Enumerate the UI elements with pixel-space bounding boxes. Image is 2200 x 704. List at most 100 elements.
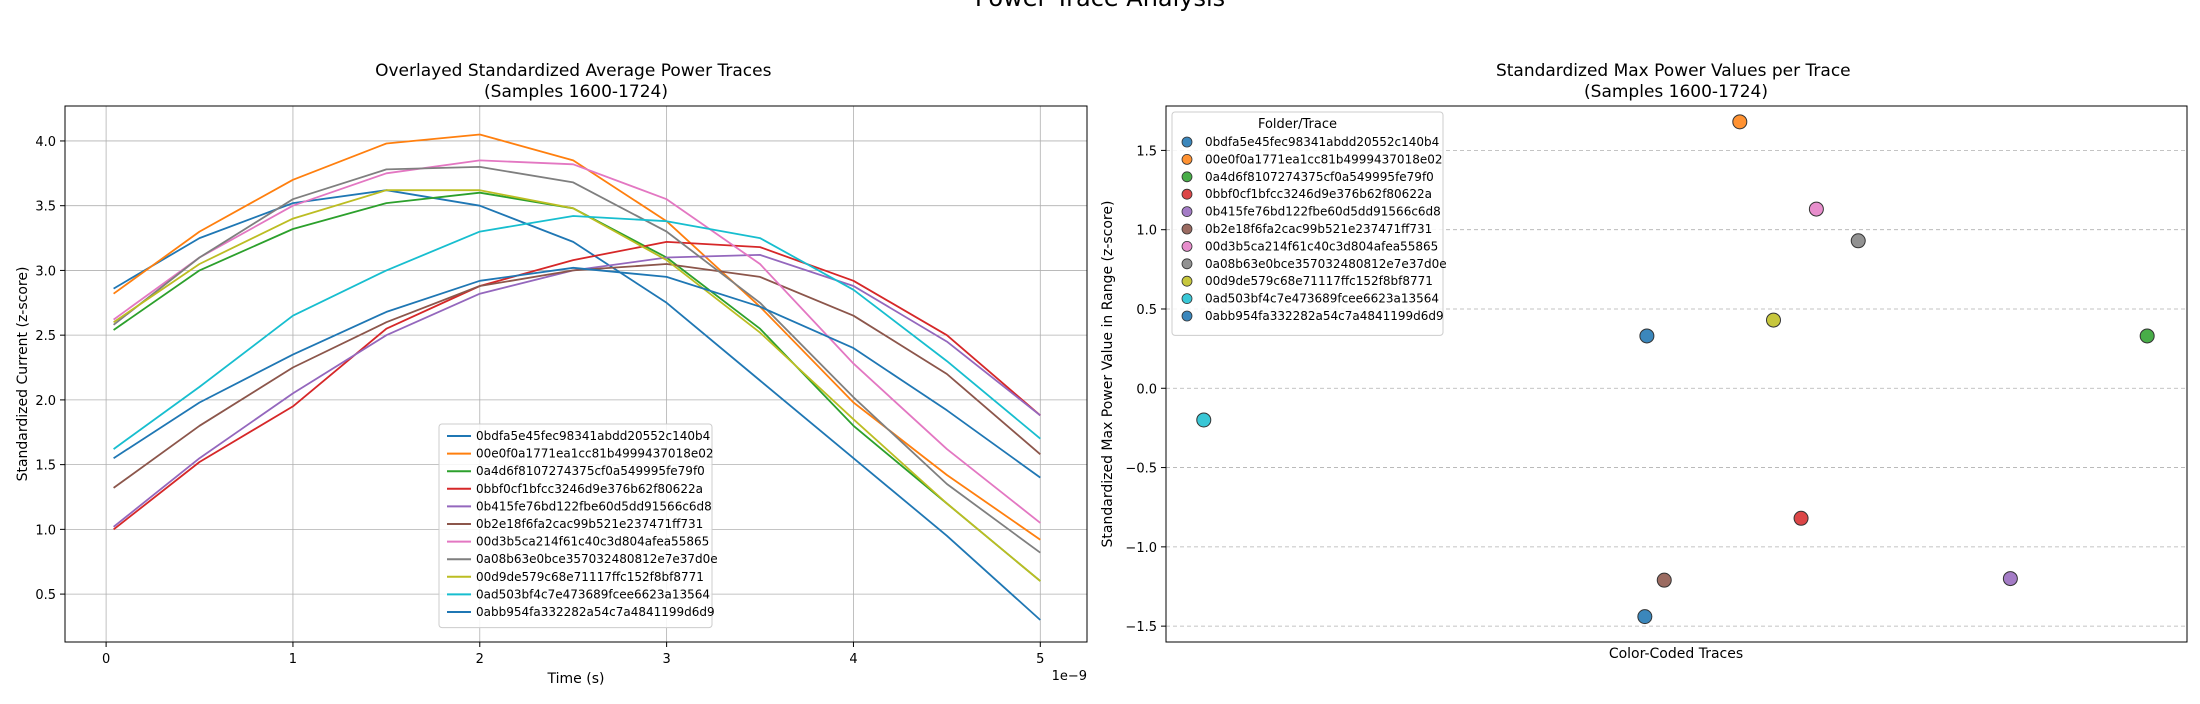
line-chart-y-axis-label: Standardized Current (z-score) (15, 267, 31, 482)
line-series-7 (113, 159, 1041, 524)
legend-entry-label: 0ad503bf4c7e473689fcee6623a13564 (476, 587, 710, 601)
legend-marker-swatch (1181, 153, 1193, 165)
scatter-point-11 (1637, 609, 1653, 625)
legend-marker-swatch (1181, 275, 1193, 287)
legend-entry-label: 0b2e18f6fa2cac99b521e237471ff731 (476, 517, 703, 531)
line-chart-title: Overlayed Standardized Average Power Tra… (375, 61, 777, 102)
line-series-10 (113, 215, 1041, 450)
scatter-point-7 (1808, 201, 1824, 217)
legend-entry-label: 0bbf0cf1bfcc3246d9e376b62f80622a (1205, 187, 1432, 201)
line-series-9 (113, 189, 1041, 582)
legend-entry-label: 0b415fe76bd122fbe60d5dd91566c6d8 (1205, 205, 1441, 219)
scatter-point-6 (1656, 572, 1672, 588)
scatter-chart-ticks: −1.5 −1.0 −0.5 0.0 0.5 1.0 1.5 (1125, 144, 1166, 635)
line-chart-x-tick-label: 4 (849, 652, 857, 667)
scatter-point-2 (1732, 114, 1748, 130)
scatter-chart-y-tick-label: −1.0 (1125, 541, 1157, 556)
scatter-chart-points (1196, 114, 2155, 625)
scatter-chart-title-line-1: Standardized Max Power Values per Trace (1496, 61, 1851, 81)
line-series-1 (113, 189, 1041, 621)
line-series-4 (113, 240, 1041, 531)
line-chart-x-scale-label: 1e−9 (1052, 669, 1087, 684)
legend-entry-label: 00d9de579c68e71117ffc152f8bf8771 (1205, 274, 1433, 288)
legend-marker-swatch (1181, 171, 1193, 183)
legend-entry-label: 0b415fe76bd122fbe60d5dd91566c6d8 (476, 499, 712, 513)
legend-entry-label: 0a4d6f8107274375cf0a549995fe79f0 (476, 464, 705, 478)
scatter-chart-y-tick-label: −0.5 (1125, 462, 1157, 477)
line-chart-x-tick-label: 1 (289, 652, 297, 667)
line-chart-y-tick-label: 4.0 (35, 135, 56, 150)
legend-entry-label: 0b2e18f6fa2cac99b521e237471ff731 (1205, 222, 1432, 236)
line-chart-plot-frame (64, 105, 1088, 643)
line-chart-x-axis-label: Time (s) (547, 671, 605, 687)
line-chart-title-line-1: Overlayed Standardized Average Power Tra… (375, 61, 771, 81)
scatter-point-5 (2002, 571, 2018, 587)
legend-entry-label: 0bdfa5e45fec98341abdd20552c140b4 (1205, 135, 1439, 149)
scatter-point-8 (1850, 233, 1866, 249)
scatter-point-10 (1196, 412, 1212, 428)
scatter-chart-y-tick-label: 1.5 (1136, 144, 1157, 159)
legend-marker-swatch (1181, 206, 1193, 218)
scatter-chart-legend: Folder/Trace 0bdfa5e45fec98341abdd20552c1… (1171, 111, 1447, 336)
line-chart-y-tick-label: 1.5 (35, 459, 56, 474)
scatter-chart-panel: Standardized Max Power Values per Trace … (1100, 61, 2188, 662)
line-chart-y-tick-label: 2.5 (35, 329, 56, 344)
line-chart-legend-box (438, 423, 713, 629)
scatter-chart-legend-title: Folder/Trace (1258, 117, 1337, 132)
legend-entry-label: 0abb954fa332282a54c7a4841199d6d9 (1205, 309, 1444, 323)
scatter-point-3 (2139, 328, 2155, 344)
scatter-chart-title: Standardized Max Power Values per Trace … (1496, 61, 1856, 102)
scatter-chart-y-axis-label: Standardized Max Power Value in Range (z… (1100, 201, 1116, 548)
legend-entry-label: 00d3b5ca214f61c40c3d804afea55865 (1205, 239, 1438, 253)
legend-marker-swatch (1181, 223, 1193, 235)
legend-entry-label: 0bdfa5e45fec98341abdd20552c140b4 (476, 429, 710, 443)
scatter-chart-y-tick-label: 0.5 (1136, 303, 1157, 318)
legend-entry-label: 00e0f0a1771ea1cc81b4999437018e02 (1205, 152, 1443, 166)
scatter-chart-legend-box (1171, 111, 1444, 336)
legend-marker-swatch (1181, 293, 1193, 305)
legend-marker-swatch (1181, 240, 1193, 252)
line-chart-y-tick-label: 2.0 (35, 394, 56, 409)
line-chart-x-tick-label: 3 (662, 652, 670, 667)
legend-marker-swatch (1181, 310, 1193, 322)
scatter-chart-x-axis-label: Color-Coded Traces (1609, 646, 1743, 662)
legend-marker-swatch (1181, 136, 1193, 148)
scatter-chart-plot-frame (1165, 105, 2188, 643)
legend-entry-label: 00e0f0a1771ea1cc81b4999437018e02 (476, 447, 714, 461)
legend-marker-swatch (1181, 188, 1193, 200)
line-chart-ticks: 0 1 2 3 4 5 0.5 1.0 1.5 2.0 2.5 3.0 3.5 4.0 (35, 135, 1044, 667)
scatter-point-4 (1793, 510, 1809, 526)
line-chart-title-line-2: (Samples 1600-1724) (484, 82, 668, 102)
legend-marker-swatch (1181, 258, 1193, 270)
legend-entry-label: 0a08b63e0bce357032480812e7e37d0e (476, 552, 718, 566)
scatter-chart-y-tick-label: 0.0 (1136, 382, 1157, 397)
line-chart-x-tick-label: 5 (1036, 652, 1044, 667)
line-chart-series (113, 133, 1041, 621)
line-chart-y-tick-label: 3.0 (35, 264, 56, 279)
line-chart-x-tick-label: 0 (102, 652, 110, 667)
line-series-6 (113, 263, 1041, 489)
line-chart-y-tick-label: 1.0 (35, 523, 56, 538)
legend-entry-label: 0bbf0cf1bfcc3246d9e376b62f80622a (476, 482, 703, 496)
legend-entry-label: 0a4d6f8107274375cf0a549995fe79f0 (1205, 170, 1434, 184)
legend-entry-label: 0abb954fa332282a54c7a4841199d6d9 (476, 605, 715, 619)
line-chart-y-tick-label: 0.5 (35, 588, 56, 603)
line-chart-legend: 0bdfa5e45fec98341abdd20552c140b4 00e0f0a1… (438, 423, 718, 629)
scatter-chart-y-tick-label: −1.5 (1125, 620, 1157, 635)
line-chart-y-tick-label: 3.5 (35, 200, 56, 215)
line-chart-panel: Overlayed Standardized Average Power Tra… (15, 61, 1088, 687)
scatter-chart-y-tick-label: 1.0 (1136, 224, 1157, 239)
legend-entry-label: 0a08b63e0bce357032480812e7e37d0e (1205, 257, 1447, 271)
line-chart-x-tick-label: 2 (476, 652, 484, 667)
figure-suptitle: Power Trace Analysis (975, 0, 1225, 12)
legend-entry-label: 00d9de579c68e71117ffc152f8bf8771 (476, 570, 704, 584)
scatter-point-9 (1765, 312, 1781, 328)
line-series-8 (113, 165, 1041, 554)
scatter-point-1 (1639, 328, 1655, 344)
legend-entry-label: 0ad503bf4c7e473689fcee6623a13564 (1205, 292, 1439, 306)
scatter-chart-title-line-2: (Samples 1600-1724) (1584, 82, 1768, 102)
legend-entry-label: 00d3b5ca214f61c40c3d804afea55865 (476, 535, 709, 549)
line-series-11 (113, 266, 1041, 479)
